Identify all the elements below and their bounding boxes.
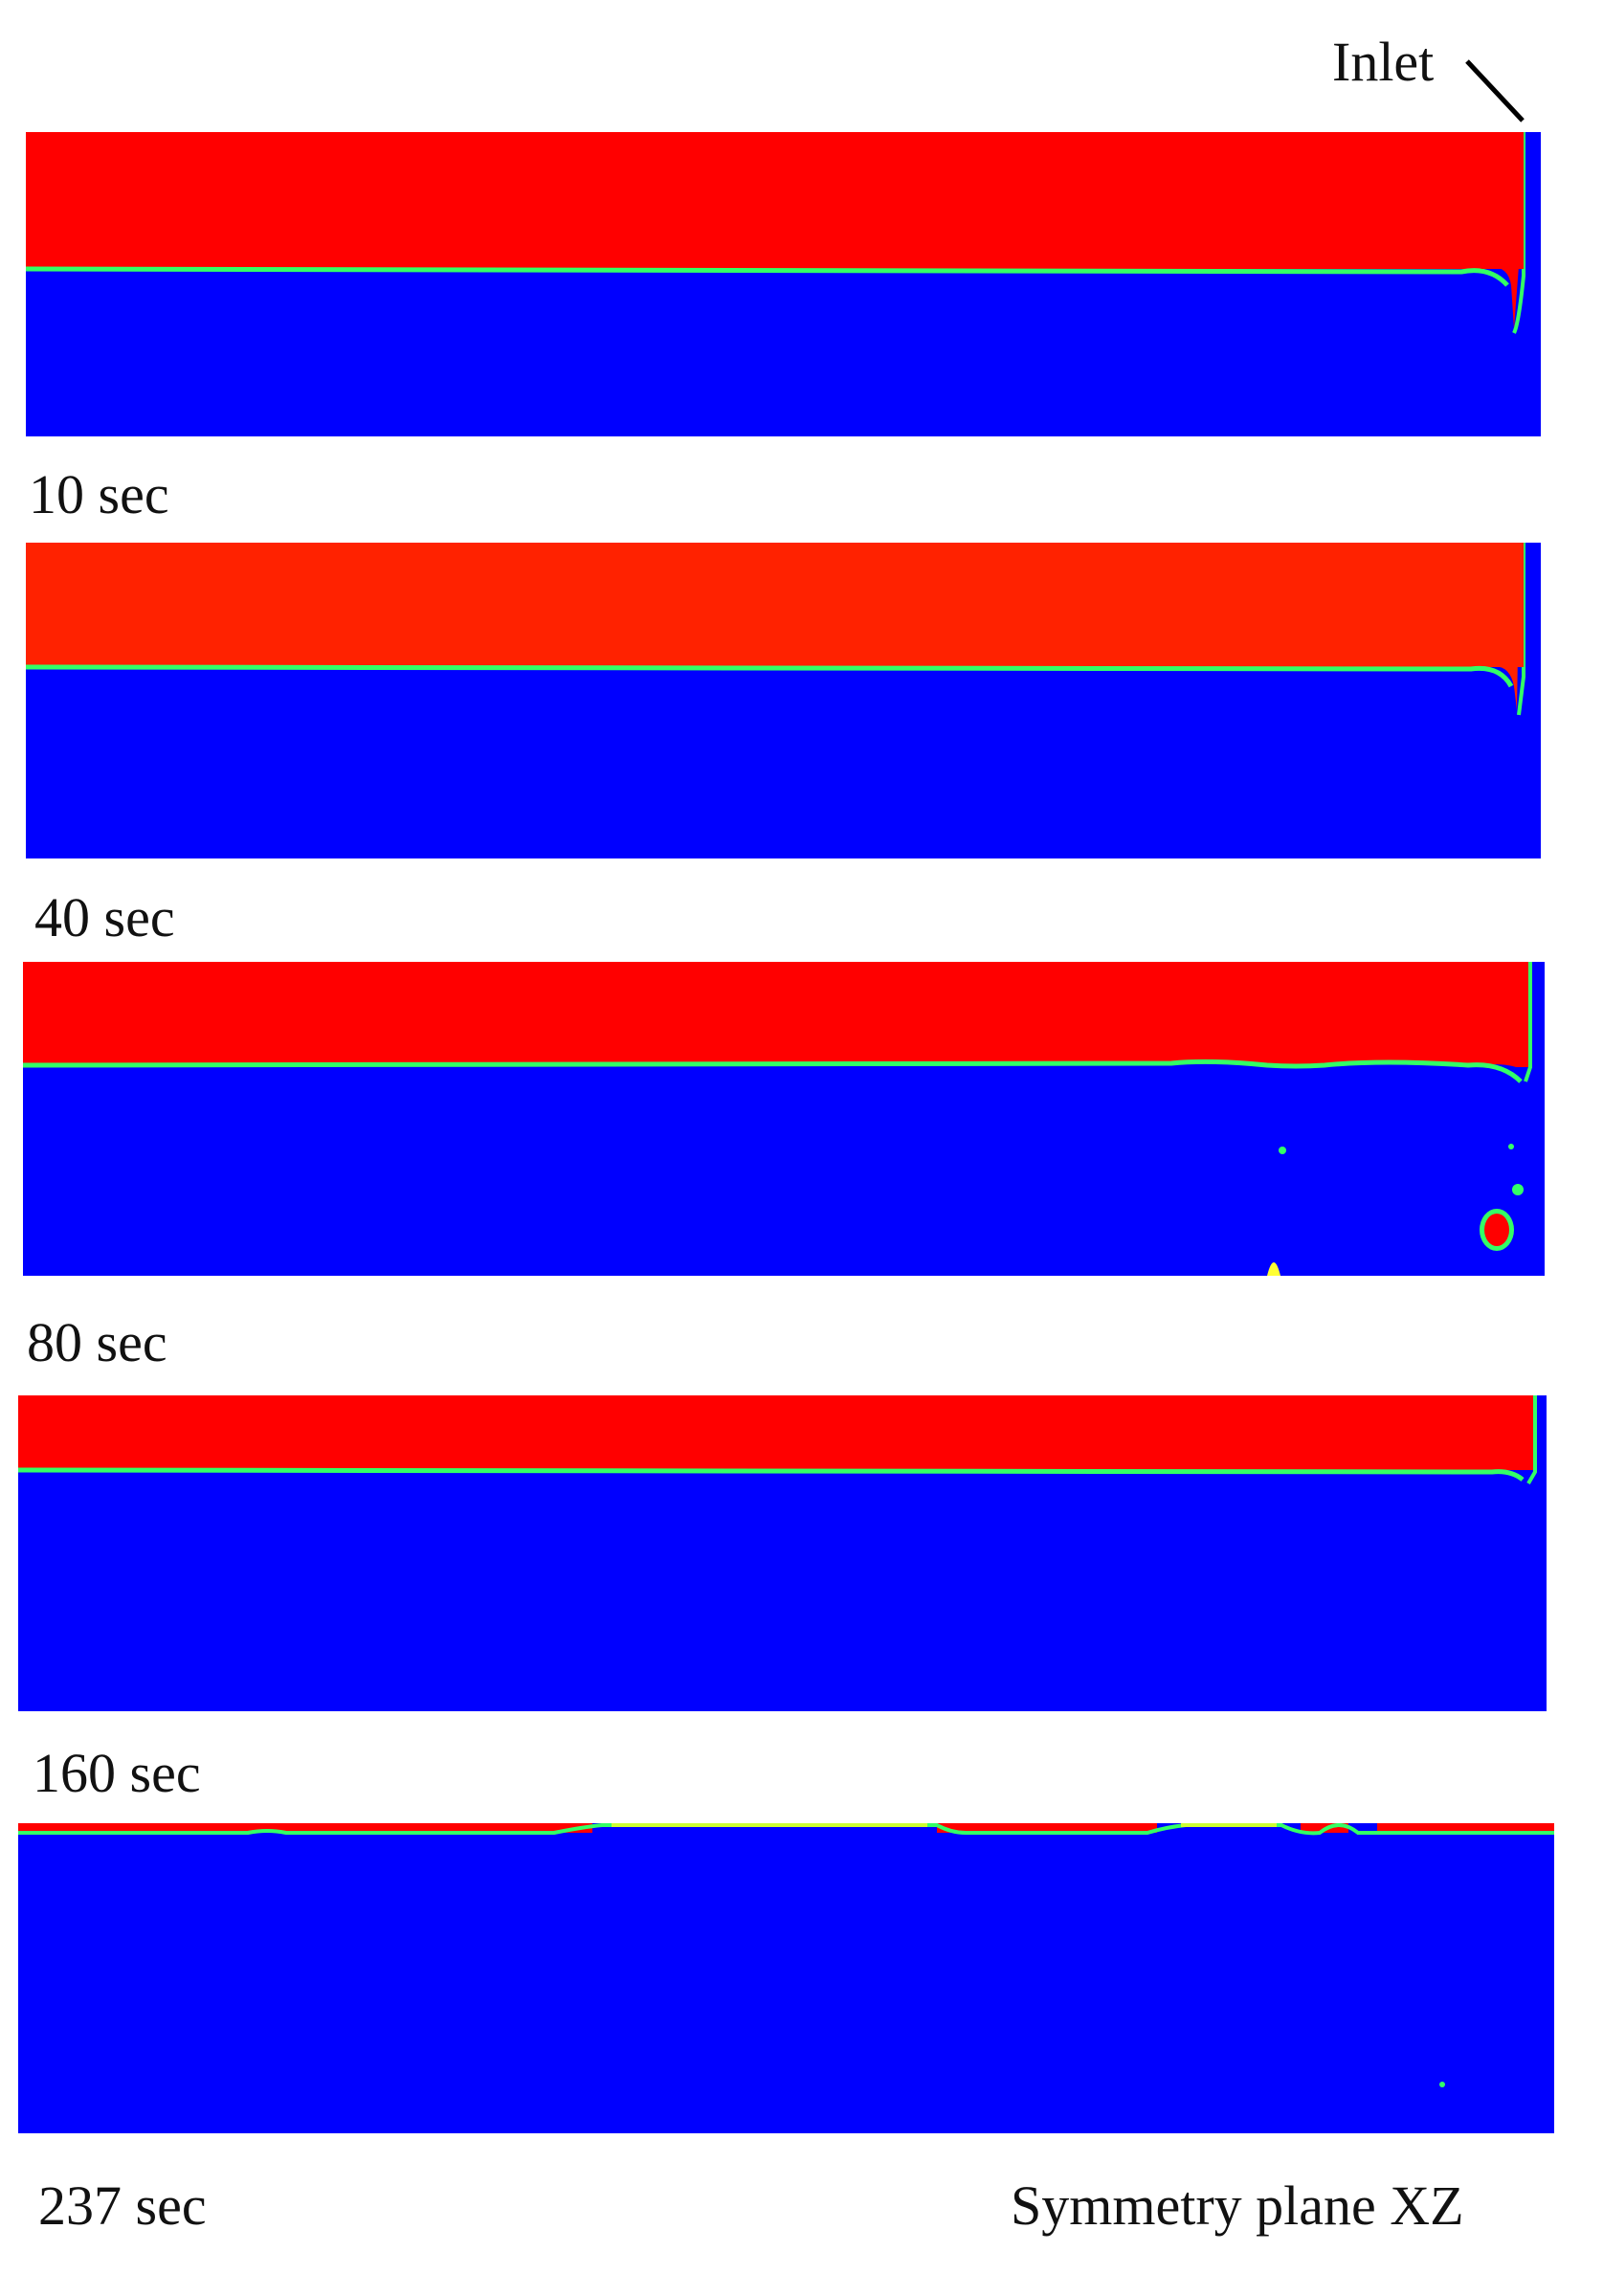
- snapshot-panel-80s: [23, 962, 1545, 1276]
- snapshot-panel-237s: [18, 1823, 1554, 2133]
- time-label-40s: 40 sec: [34, 886, 175, 948]
- snapshot-panel-10s: [26, 132, 1541, 436]
- symmetry-plane-label: Symmetry plane XZ: [1011, 2174, 1464, 2237]
- time-label-10s: 10 sec: [29, 463, 169, 525]
- snapshot-panel-40s: [26, 543, 1541, 858]
- time-label-160s: 160 sec: [33, 1742, 201, 1804]
- time-label-237s: 237 sec: [38, 2174, 207, 2237]
- snapshot-panel-160s: [18, 1395, 1547, 1711]
- time-label-80s: 80 sec: [27, 1311, 167, 1373]
- inlet-label: Inlet: [1332, 31, 1435, 93]
- inlet-pointer-line: [1465, 59, 1525, 123]
